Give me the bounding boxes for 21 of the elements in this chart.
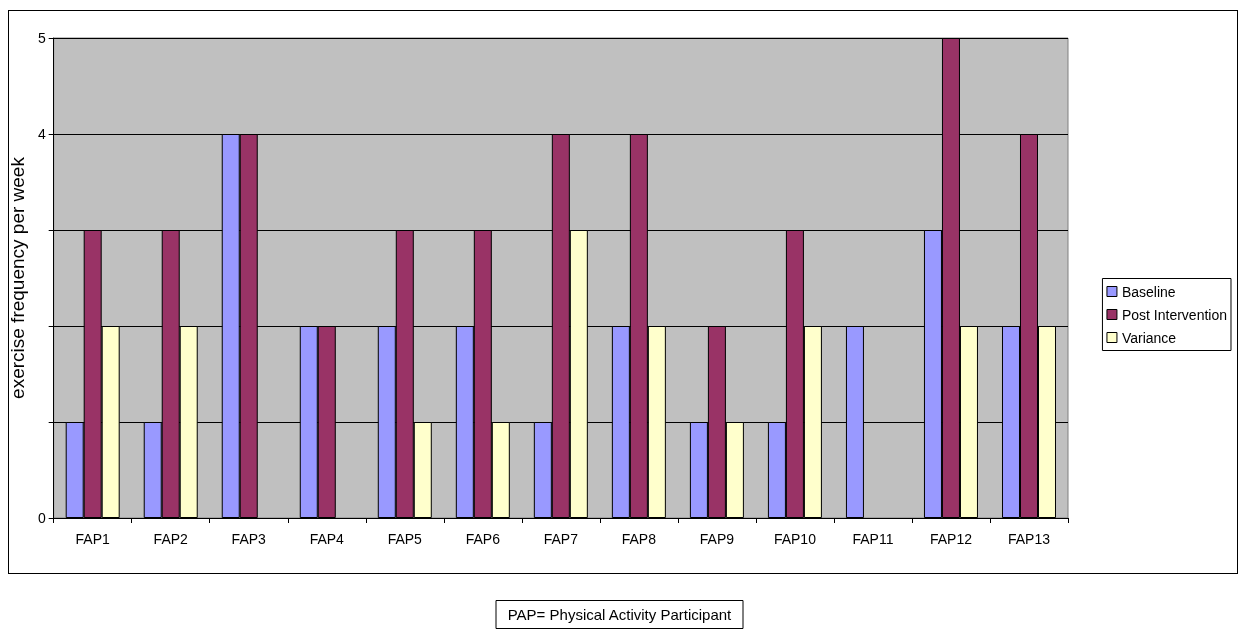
x-tick-label: FAP1	[75, 531, 111, 547]
x-tick-label: FAP2	[153, 531, 189, 547]
x-tick-label: FAP7	[543, 531, 579, 547]
x-tick-label: FAP11	[852, 531, 894, 547]
y-tick-label: 0	[37, 510, 46, 526]
y-tick-label: 5	[37, 30, 46, 46]
y-tick-label: 4	[37, 126, 46, 142]
x-tick-label: FAP9	[699, 531, 735, 547]
x-tick-label: FAP10	[773, 531, 817, 547]
x-tick-label: FAP3	[231, 531, 267, 547]
text: PAP= Physical Activity Participant	[507, 606, 733, 623]
x-tick-label: FAP4	[309, 531, 345, 547]
x-tick-label: FAP13	[1007, 531, 1051, 547]
x-tick-label: FAP5	[387, 531, 423, 547]
x-tick-label: FAP8	[621, 531, 657, 547]
y-axis-title: exercise frequency per week	[7, 156, 28, 399]
x-tick-label: FAP6	[465, 531, 501, 547]
legend-label: Baseline	[1121, 283, 1176, 300]
legend-label: Variance	[1121, 329, 1177, 346]
legend-label: Post Intervention	[1121, 306, 1227, 323]
x-tick-label: FAP12	[929, 531, 973, 547]
